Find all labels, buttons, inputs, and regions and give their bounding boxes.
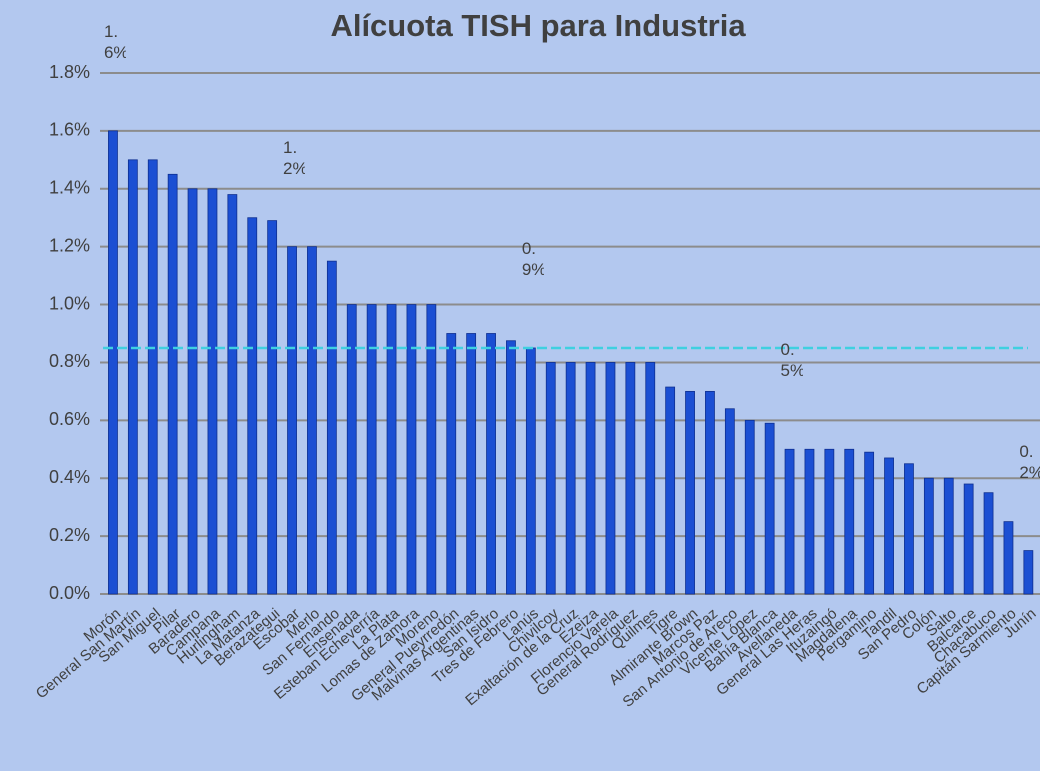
y-tick-label: 0.8%: [49, 351, 90, 371]
annotation-text: 1.2%: [283, 137, 305, 178]
bar: [247, 217, 258, 595]
annotation: 0.9%: [521, 238, 544, 279]
chart-title: Alícuota TISH para Industria: [330, 8, 746, 43]
bar: [605, 362, 616, 595]
bar: [844, 448, 855, 595]
bar: [426, 304, 437, 595]
bar: [207, 188, 218, 595]
bar: [267, 220, 278, 595]
bar: [764, 422, 775, 595]
bar: [147, 159, 158, 595]
bar: [983, 492, 994, 595]
bar: [506, 340, 516, 595]
x-tick-label: General San Martín: [33, 605, 144, 702]
bar: [744, 419, 755, 595]
y-tick-label: 1.4%: [49, 178, 90, 198]
y-tick-label: 0.0%: [49, 583, 90, 603]
bar: [784, 448, 795, 595]
y-tick-label: 1.8%: [49, 62, 90, 82]
annotation: 1.6%: [103, 21, 126, 62]
bar: [904, 463, 914, 595]
bar: [486, 333, 496, 595]
bar: [864, 451, 875, 595]
bar: [625, 362, 636, 595]
y-tick-label: 1.6%: [49, 120, 90, 140]
bar: [645, 362, 656, 595]
bar: [406, 304, 417, 595]
bar: [287, 246, 297, 595]
bar: [705, 390, 715, 595]
bar: [108, 130, 118, 595]
bar: [923, 477, 934, 595]
bar: [346, 304, 357, 595]
annotation-text: 1.6%: [103, 21, 126, 62]
y-tick-label: 1.0%: [49, 293, 90, 313]
y-tick-label: 1.2%: [49, 235, 90, 255]
bar: [366, 304, 377, 595]
bar: [386, 304, 397, 595]
bar: [167, 173, 178, 595]
bar: [963, 483, 974, 595]
bar: [307, 246, 317, 595]
annotation-text: 0.2%: [1019, 441, 1040, 482]
bar: [585, 362, 596, 595]
y-tick-label: 0.6%: [49, 409, 90, 429]
bar: [545, 362, 556, 595]
y-tick-label: 0.2%: [49, 525, 90, 545]
bar: [326, 260, 337, 595]
annotation-text: 0.5%: [780, 340, 803, 381]
bar: [1023, 550, 1034, 595]
annotation-text: 0.9%: [521, 238, 544, 279]
bar: [525, 347, 536, 595]
y-tick-label: 0.4%: [49, 467, 90, 487]
bar: [685, 390, 695, 595]
bar: [127, 159, 138, 595]
bar: [943, 477, 954, 595]
bar: [824, 448, 835, 595]
bar: [665, 386, 676, 595]
bar: [724, 408, 735, 595]
bar: [804, 448, 815, 595]
annotation: 0.2%: [1019, 441, 1040, 482]
bar: [187, 188, 198, 595]
bar: [466, 333, 477, 595]
bar: [884, 457, 894, 595]
bar: [565, 362, 576, 595]
bar: [1003, 521, 1014, 595]
annotation: 1.2%: [283, 137, 305, 178]
bar: [446, 333, 457, 595]
bar: [227, 194, 238, 595]
annotation: 0.5%: [780, 340, 803, 381]
